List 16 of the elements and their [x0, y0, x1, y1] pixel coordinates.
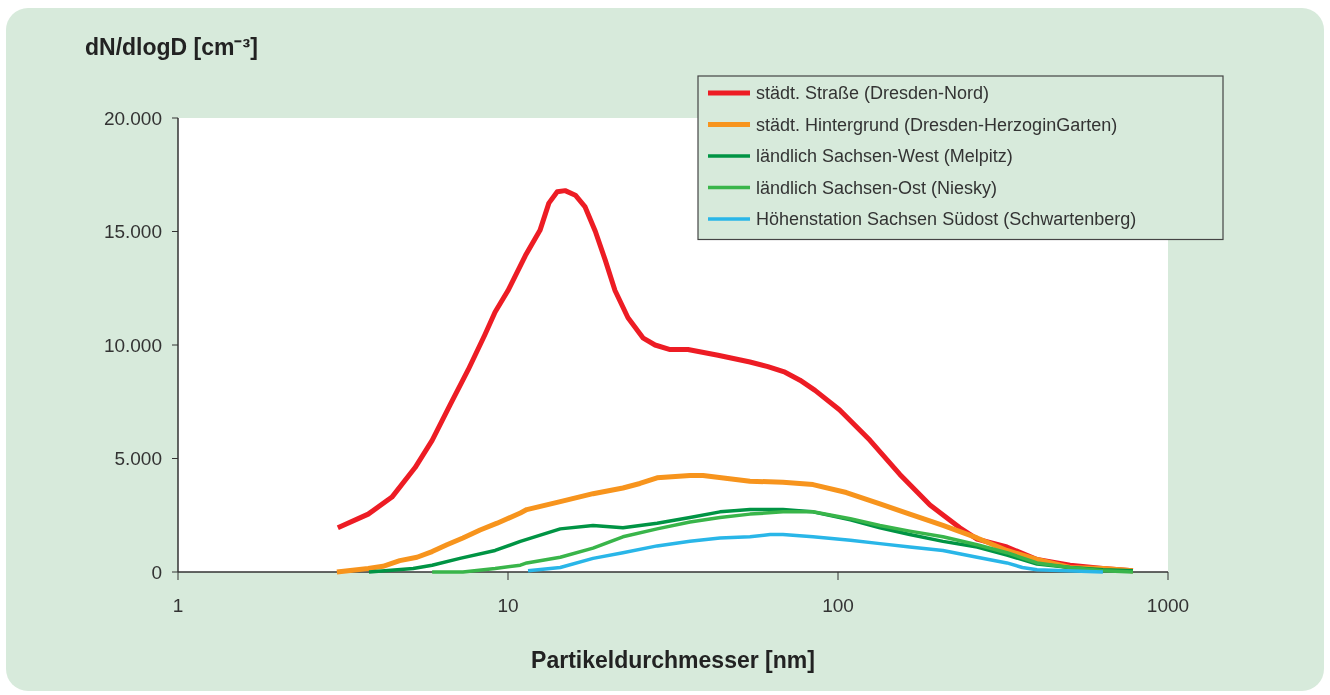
x-tick-label: 1000 — [1146, 595, 1190, 616]
y-tick-label: 15.000 — [103, 221, 162, 243]
legend-label: städt. Hintergrund (Dresden-HerzoginGarten) — [756, 114, 1118, 135]
y-tick-label: 5.000 — [114, 448, 162, 470]
x-tick-label: 100 — [822, 595, 854, 616]
y-tick-label: 20.000 — [103, 107, 162, 129]
legend-label: städt. Straße (Dresden-Nord) — [756, 83, 990, 104]
legend-label: ländlich Sachsen-West (Melpitz) — [756, 146, 1013, 167]
legend-label: ländlich Sachsen-Ost (Niesky) — [756, 177, 998, 198]
x-axis-title: Partikeldurchmesser [nm] — [531, 647, 815, 673]
y-tick-label: 10.000 — [103, 334, 162, 356]
legend-label: Höhenstation Sachsen Südost (Schwartenberg) — [756, 209, 1137, 230]
y-tick-label: 0 — [151, 561, 162, 583]
y-axis-title: dN/dlogD [cm⁻³] — [85, 34, 258, 60]
x-tick-label: 10 — [497, 595, 519, 616]
x-tick-label: 1 — [172, 595, 184, 616]
